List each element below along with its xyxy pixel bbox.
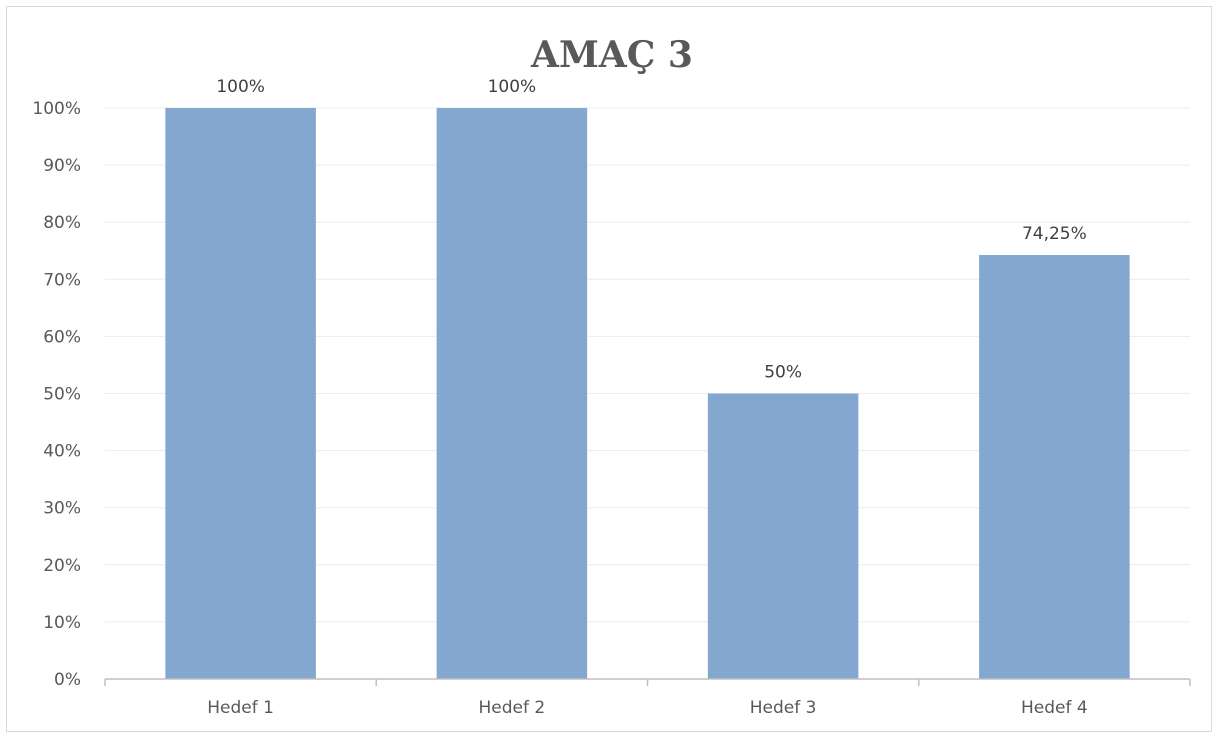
y-tick-label: 90% (43, 156, 81, 176)
chart-title: AMAÇ 3 (530, 34, 693, 76)
y-tick-label: 20% (43, 556, 81, 576)
y-tick-label: 100% (32, 99, 81, 119)
y-tick-label: 60% (43, 327, 81, 347)
bar (707, 393, 859, 679)
y-tick-label: 30% (43, 499, 81, 519)
data-label: 100% (216, 77, 265, 97)
chart-svg: 0% 10% 20% 30% 40% 50% 60% 70% 80% 90% 100% 100% Hed… (32, 34, 1191, 718)
bar (436, 108, 588, 679)
bar (979, 255, 1130, 679)
x-tick-label: Hedef 1 (207, 698, 274, 718)
x-tick-label: Hedef 2 (479, 698, 546, 718)
labels-layer: 0% 10% 20% 30% 40% 50% 60% 70% 80% 90% 100% 100% Hed… (32, 77, 1087, 718)
y-tick-label: 0% (54, 670, 81, 690)
bars-layer (165, 108, 1130, 679)
x-tick-label: Hedef 3 (750, 698, 817, 718)
y-tick-label: 80% (43, 213, 81, 233)
y-tick-label: 10% (43, 613, 81, 633)
y-tick-label: 70% (43, 270, 81, 290)
data-label: 50% (764, 363, 802, 383)
y-tick-label: 50% (43, 385, 81, 405)
y-tick-label: 40% (43, 442, 81, 462)
x-tick-label: Hedef 4 (1021, 698, 1088, 718)
data-label: 100% (488, 77, 537, 97)
axis-layer (104, 678, 1191, 686)
chart-frame: 0% 10% 20% 30% 40% 50% 60% 70% 80% 90% 100% 100% Hed… (6, 6, 1212, 732)
bar (165, 108, 316, 679)
data-label: 74,25% (1022, 224, 1087, 244)
